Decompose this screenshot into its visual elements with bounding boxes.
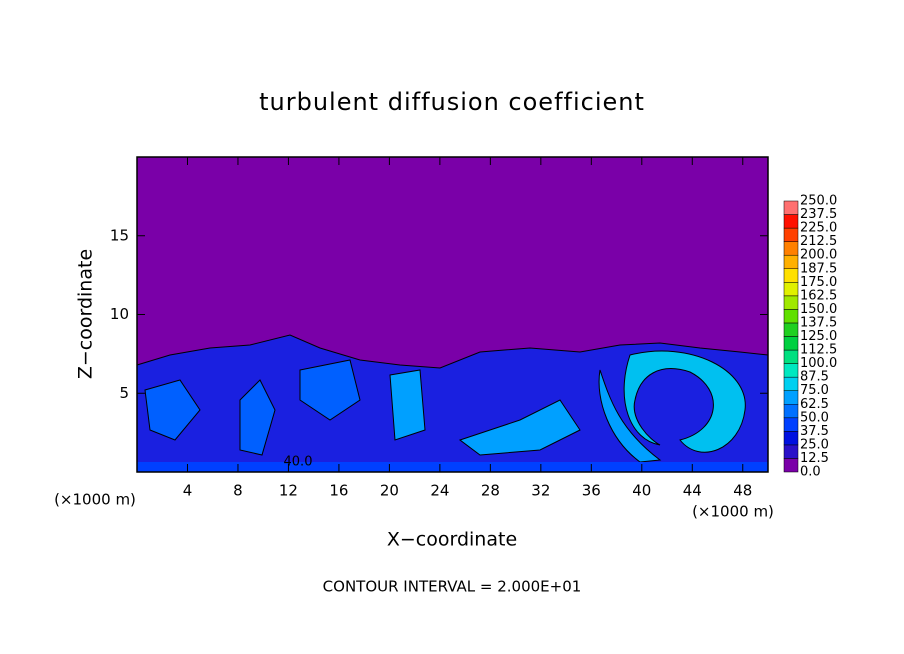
colorbar-label: 100.0: [800, 356, 837, 371]
eddy: [389, 369, 581, 456]
x-tick-label: 40: [632, 482, 651, 500]
colorbar-band: [783, 458, 799, 473]
colorbar-label: 25.0: [800, 437, 829, 452]
x-tick-label: 44: [683, 482, 702, 500]
colorbar-band: [783, 404, 799, 419]
colorbar-band: [783, 214, 799, 229]
colorbar-label: 75.0: [800, 383, 829, 398]
colorbar-band: [783, 282, 799, 297]
colorbar-band: [783, 336, 799, 351]
eddy: [598, 369, 662, 463]
colorbar-label: 175.0: [800, 275, 837, 290]
colorbar-label: 50.0: [800, 410, 829, 425]
colorbar-band: [783, 349, 799, 364]
colorbar-band: [783, 322, 799, 337]
colorbar-band: [783, 200, 799, 215]
colorbar-label: 12.5: [800, 451, 829, 466]
x-tick-label: 8: [233, 482, 243, 500]
x-unit-label: (×1000 m): [692, 503, 774, 521]
chart-title: turbulent diffusion coefficient: [259, 88, 645, 116]
x-unit-label: (×1000 m): [54, 491, 136, 509]
colorbar-band: [783, 227, 799, 242]
colorbar-band: [783, 268, 799, 283]
colorbar-band: [783, 376, 799, 391]
x-tick-label: 36: [582, 482, 601, 500]
colorbar-label: 37.5: [800, 424, 829, 439]
colorbar-label: 150.0: [800, 302, 837, 317]
colorbar-label: 162.5: [800, 288, 837, 303]
colorbar-label: 87.5: [800, 370, 829, 385]
field: 40.0: [136, 157, 769, 473]
y-tick-label: 15: [110, 226, 129, 244]
colorbar-band: [783, 390, 799, 405]
eddy: [144, 359, 361, 456]
colorbar-label: 212.5: [800, 234, 837, 249]
x-tick-label: 32: [531, 482, 550, 500]
colorbar-label: 187.5: [800, 261, 837, 276]
eddy: [623, 350, 746, 453]
colorbar-label: 125.0: [800, 329, 837, 344]
y-tick-label: 10: [110, 305, 129, 323]
x-axis-label: X−coordinate: [387, 529, 517, 551]
x-tick-label: 20: [380, 482, 399, 500]
colorbar-label: 0.0: [800, 465, 821, 480]
turbulent-layer: [136, 334, 769, 473]
colorbar-band: [783, 295, 799, 310]
colorbar-label: 250.0: [800, 194, 837, 209]
y-axis-label: Z−coordinate: [75, 249, 97, 379]
colorbar-label: 137.5: [800, 315, 837, 330]
colorbar-label: 225.0: [800, 221, 837, 236]
x-tick-label: 16: [329, 482, 348, 500]
colorbar-band: [783, 309, 799, 324]
contour-label: 40.0: [284, 455, 313, 470]
x-tick-label: 28: [481, 482, 500, 500]
annotation: CONTOUR INTERVAL = 2.000E+01: [323, 578, 582, 596]
colorbar-label: 200.0: [800, 248, 837, 263]
x-tick-label: 24: [430, 482, 449, 500]
colorbar-band: [783, 254, 799, 269]
colorbar-band: [783, 241, 799, 256]
colorbar-label: 112.5: [800, 343, 837, 358]
colorbar-band: [783, 417, 799, 432]
y-tick-label: 5: [119, 384, 129, 402]
x-tick-label: 12: [279, 482, 298, 500]
colorbar-label: 237.5: [800, 207, 837, 222]
x-tick-label: 4: [183, 482, 193, 500]
colorbar-band: [783, 444, 799, 459]
colorbar-band: [783, 363, 799, 378]
surface-layer: [137, 462, 768, 472]
colorbar-label: 62.5: [800, 397, 829, 412]
x-tick-label: 48: [733, 482, 752, 500]
colorbar-band: [783, 431, 799, 446]
